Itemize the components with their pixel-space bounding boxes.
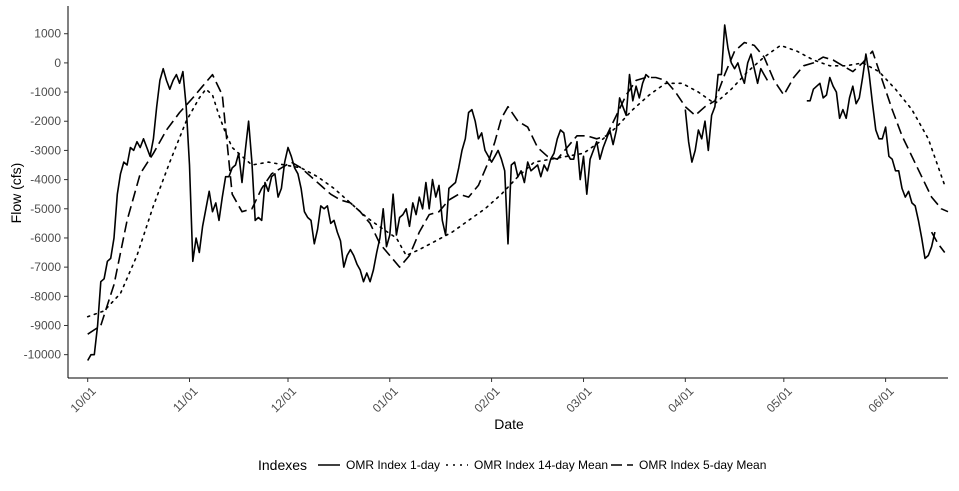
legend-label-2: OMR Index 5-day Mean (639, 458, 766, 472)
series-line-0 (806, 53, 936, 260)
y-tick-label: -8000 (30, 289, 61, 303)
y-tick-label: -6000 (30, 231, 61, 245)
x-axis: 10/01 11/01 12/01 01/01 02/01 03/01 04/01 05/01… (68, 377, 948, 415)
y-axis: 1000 0 -1000 -2000 -3000 -4000 -5000 -6000 -7000… (24, 6, 69, 378)
y-tick-label: -9000 (30, 318, 61, 332)
x-axis-title: Date (494, 416, 524, 432)
y-tick-label: -7000 (30, 260, 61, 274)
series-line-0 (87, 67, 650, 361)
x-tick-label: 12/01 (268, 384, 299, 415)
series-line-1 (86, 44, 946, 318)
y-tick-label: 0 (54, 56, 61, 70)
x-tick-label: 02/01 (472, 384, 503, 415)
y-tick-label: -3000 (30, 143, 61, 157)
x-tick-label: 05/01 (764, 384, 795, 415)
x-tick-label: 11/01 (170, 384, 201, 415)
legend-label-1: OMR Index 14-day Mean (474, 458, 608, 472)
x-tick-label: 06/01 (866, 384, 897, 415)
y-tick-label: 1000 (34, 27, 61, 41)
y-tick-label: -10000 (24, 348, 62, 362)
x-tick-label: 03/01 (563, 384, 594, 415)
legend-items: OMR Index 1-day OMR Index 14-day Mean OMR … (318, 458, 766, 472)
y-tick-label: -1000 (30, 85, 61, 99)
x-tick-label: 10/01 (68, 384, 99, 415)
y-tick-label: -5000 (30, 202, 61, 216)
y-tick-label: -2000 (30, 114, 61, 128)
y-tick-label: -4000 (30, 173, 61, 187)
series-fragment (930, 231, 946, 253)
series-line-2 (87, 41, 949, 335)
plot-area (86, 24, 949, 361)
y-axis-title: Flow (cfs) (8, 163, 24, 224)
series-line-0 (684, 24, 769, 163)
legend-title: Indexes (258, 457, 307, 473)
legend: Indexes OMR Index 1-day OMR Index 14-day … (258, 457, 766, 473)
legend-label-0: OMR Index 1-day (346, 458, 440, 472)
x-tick-label: 04/01 (665, 384, 696, 415)
x-tick-label: 01/01 (370, 384, 401, 415)
